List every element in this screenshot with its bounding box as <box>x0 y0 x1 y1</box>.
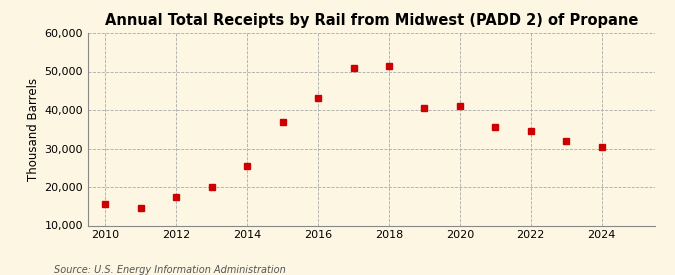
Title: Annual Total Receipts by Rail from Midwest (PADD 2) of Propane: Annual Total Receipts by Rail from Midwe… <box>105 13 638 28</box>
Text: Source: U.S. Energy Information Administration: Source: U.S. Energy Information Administ… <box>54 265 286 275</box>
Y-axis label: Thousand Barrels: Thousand Barrels <box>27 78 40 181</box>
